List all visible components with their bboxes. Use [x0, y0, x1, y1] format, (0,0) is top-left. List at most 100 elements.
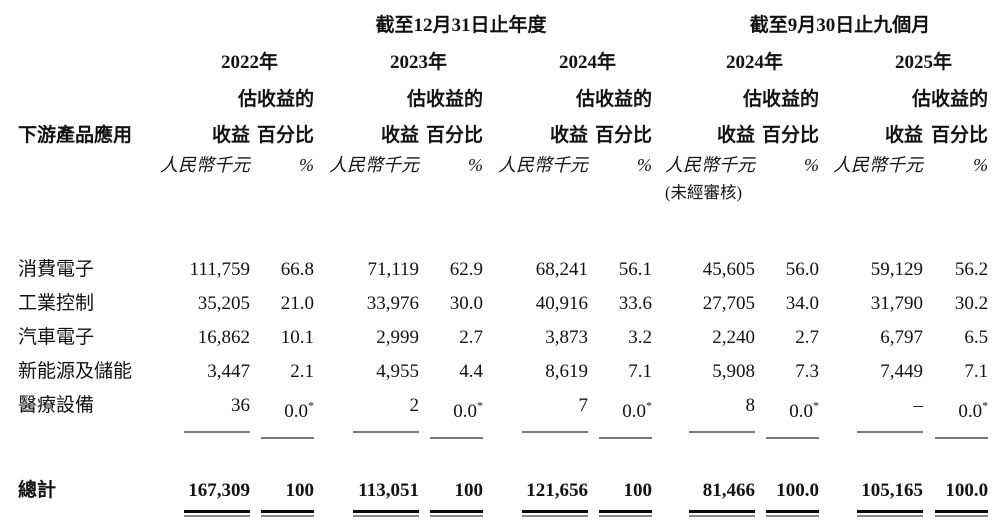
row-label: 新能源及儲能	[18, 361, 133, 382]
pct-cell: 2.7	[795, 327, 820, 348]
total-pct-cell: 100	[419, 479, 483, 524]
year-label-9m2024: 2024年	[726, 52, 784, 73]
percentage-unit: %	[973, 155, 989, 175]
revenue-unit: 人民幣千元	[329, 155, 419, 175]
revenue-cell: 31,790	[870, 293, 924, 314]
revenue-cell: 40,916	[535, 293, 588, 314]
pct-cell: 56.1	[618, 259, 653, 280]
unaudited-note: (未經審核)	[665, 182, 743, 202]
row-label: 消費電子	[18, 259, 95, 280]
revenue-cell: 5,908	[712, 361, 756, 382]
table-row-consumer-electronics: 消費電子 111,759 66.8 71,119 62.9 68,241 56.…	[18, 258, 988, 292]
spacer	[175, 180, 652, 205]
column-rule	[353, 431, 419, 433]
revenue-cell: 2	[314, 394, 419, 439]
revenue-cell: 7	[483, 394, 588, 439]
double-rule	[353, 510, 419, 518]
double-rule	[599, 510, 653, 518]
pct-cell: 0.0*	[250, 394, 314, 440]
percentage-unit: %	[637, 155, 653, 175]
period-group-nine-months: 截至9月30日止九個月	[749, 15, 931, 36]
table-row-industrial-control: 工業控制 35,205 21.0 33,976 30.0 40,916 33.6…	[18, 292, 988, 326]
revenue-header: 收益	[380, 125, 419, 146]
year-label-9m2025: 2025年	[895, 52, 953, 73]
column-rule	[599, 437, 653, 440]
revenue-header: 收益	[885, 125, 924, 146]
double-rule	[689, 510, 756, 518]
pct-cell: 4.4	[459, 361, 483, 382]
pct-cell: 2.1	[290, 361, 314, 382]
pct-qualifier: 估收益的	[576, 89, 653, 110]
revenue-cell: 27,705	[702, 293, 756, 314]
column-rule	[261, 437, 314, 440]
percentage-unit: %	[468, 155, 483, 175]
revenue-cell: 35,205	[197, 293, 250, 314]
total-revenue-cell: 121,656	[483, 479, 588, 524]
percentage-header: 百分比	[595, 125, 653, 146]
revenue-cell: 71,119	[367, 259, 419, 280]
pct-qualifier: 估收益的	[237, 89, 314, 110]
pct-cell: 33.6	[618, 293, 653, 314]
spacer	[18, 180, 175, 205]
total-revenue-cell: 105,165	[819, 479, 924, 524]
column-rule	[430, 437, 483, 440]
revenue-unit: 人民幣千元	[833, 155, 924, 175]
revenue-cell: 2,240	[712, 327, 756, 348]
revenue-cell: 3,873	[545, 327, 588, 348]
total-pct-cell: 100.0	[755, 479, 820, 524]
total-revenue-cell: 81,466	[652, 479, 756, 524]
pct-qualifier: 估收益的	[912, 89, 989, 110]
table-row-total: 總計 167,309 100 113,051 100 121,656 100 8…	[18, 479, 989, 524]
spacer-row	[18, 439, 988, 479]
pct-qualifier-row: 估收益的 估收益的 估收益的 估收益的 估收益的	[18, 75, 988, 112]
column-rule	[522, 431, 588, 433]
pct-cell: 66.8	[280, 259, 314, 280]
pct-cell: 56.2	[954, 259, 989, 280]
year-label-2022: 2022年	[220, 52, 278, 73]
column-rule	[689, 431, 756, 433]
pct-cell: 62.9	[449, 259, 483, 280]
revenue-cell: 4,955	[376, 361, 419, 382]
revenue-cell: 111,759	[189, 259, 250, 280]
spacer	[18, 0, 175, 38]
year-header-row: 2022年 2023年 2024年 2024年 2025年	[18, 38, 988, 75]
pct-cell: 56.0	[785, 259, 820, 280]
row-axis-title: 下游產品應用	[18, 125, 133, 146]
revenue-cell: 59,129	[870, 259, 924, 280]
pct-cell: 30.0	[449, 293, 483, 314]
pct-cell: 10.1	[280, 327, 314, 348]
total-revenue-cell: 113,051	[314, 479, 419, 524]
column-rule	[857, 431, 924, 433]
spacer-row	[18, 205, 988, 258]
revenue-unit: 人民幣千元	[498, 155, 588, 175]
percentage-header: 百分比	[256, 125, 314, 146]
pct-qualifier: 估收益的	[743, 89, 820, 110]
revenue-header: 收益	[717, 125, 756, 146]
row-label: 醫療設備	[18, 395, 95, 416]
percentage-header: 百分比	[762, 125, 820, 146]
revenue-unit: 人民幣千元	[665, 155, 756, 175]
revenue-cell: 8	[652, 394, 756, 439]
revenue-header: 收益	[211, 125, 250, 146]
table-row-new-energy-storage: 新能源及儲能 3,447 2.1 4,955 4.4 8,619 7.1 5,9…	[18, 360, 988, 394]
revenue-header: 收益	[549, 125, 588, 146]
row-label: 工業控制	[18, 293, 95, 314]
revenue-unit: 人民幣千元	[160, 155, 250, 175]
pct-cell: 3.2	[628, 327, 653, 348]
column-rule	[184, 431, 250, 433]
pct-cell: 21.0	[280, 293, 314, 314]
pct-cell: 0.0*	[755, 394, 820, 440]
unaudited-note-row: (未經審核)	[18, 180, 988, 205]
revenue-cell: 6,797	[880, 327, 924, 348]
year-label-2024: 2024年	[559, 52, 617, 73]
double-rule	[522, 510, 588, 518]
spacer	[18, 148, 175, 180]
double-rule	[261, 510, 314, 518]
revenue-cell: –	[819, 394, 924, 439]
spacer	[18, 38, 175, 75]
pct-cell: 7.3	[795, 361, 820, 382]
pct-cell: 7.1	[964, 361, 989, 382]
double-rule	[935, 510, 989, 518]
pct-cell: 0.0*	[419, 394, 483, 440]
revenue-cell: 36	[175, 394, 250, 439]
